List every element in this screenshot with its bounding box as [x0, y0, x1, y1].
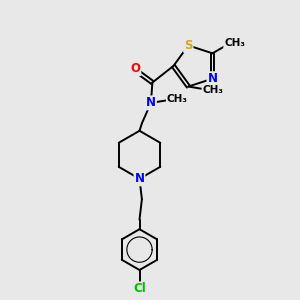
Text: N: N — [146, 96, 156, 110]
Text: CH₃: CH₃ — [224, 38, 245, 48]
Text: Cl: Cl — [133, 282, 146, 296]
Text: CH₃: CH₃ — [167, 94, 188, 104]
Text: N: N — [208, 72, 218, 85]
Text: N: N — [134, 172, 145, 185]
Text: O: O — [130, 62, 140, 75]
Text: CH₃: CH₃ — [202, 85, 224, 94]
Text: S: S — [184, 39, 193, 52]
